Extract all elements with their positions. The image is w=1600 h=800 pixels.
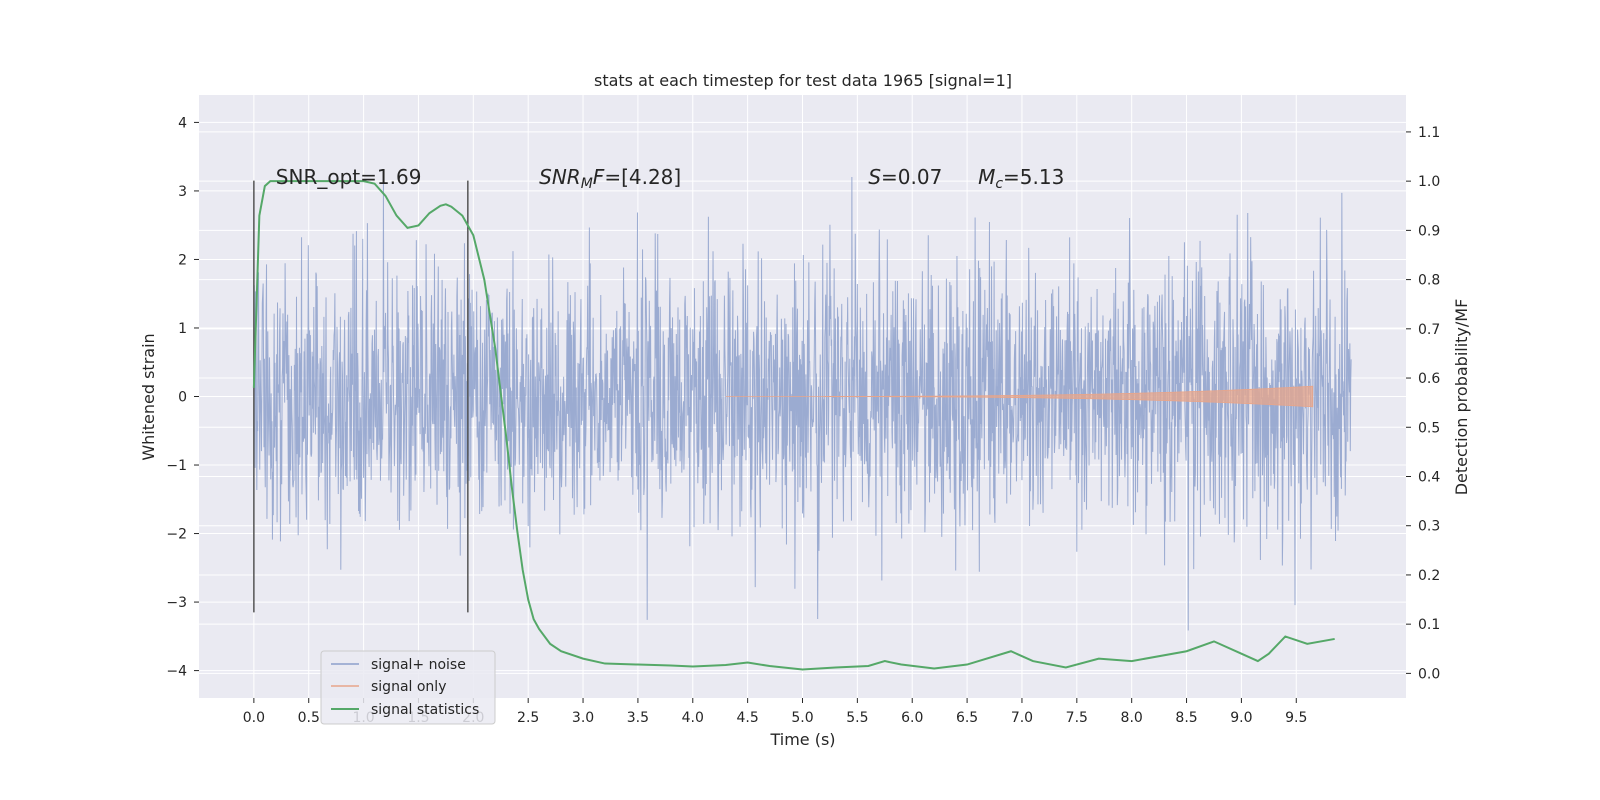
series-signal-only xyxy=(725,385,1314,408)
legend-label-signal-noise: signal+ noise xyxy=(371,657,466,673)
legend-label-signal-only: signal only xyxy=(371,679,446,695)
x-tick-label-19: 9.5 xyxy=(1285,710,1307,726)
yr-tick-label-6: 0.6 xyxy=(1418,371,1440,387)
x-tick-label-10: 5.0 xyxy=(791,710,813,726)
yr-tick-label-7: 0.7 xyxy=(1418,322,1440,338)
y-tick-label-1: −3 xyxy=(166,595,187,611)
annotations: SNR_opt=1.69 SNRMF=[4.28] S=0.07 Mc=5.13 xyxy=(276,165,1065,192)
x-axis-title: Time (s) xyxy=(769,730,835,749)
yr-tick-label-3: 0.3 xyxy=(1418,519,1440,535)
series-signal-statistics xyxy=(252,180,1335,671)
y-tick-label-6: 2 xyxy=(178,252,187,268)
y-tick-label-3: −1 xyxy=(166,458,187,474)
x-tick-label-16: 8.0 xyxy=(1121,710,1143,726)
plot-content xyxy=(252,176,1352,671)
x-tick-label-12: 6.0 xyxy=(901,710,923,726)
annotation-snr-mf-value: =[4.28] xyxy=(604,165,681,189)
annotation-snr-opt-prefix: SNR_opt xyxy=(276,165,360,189)
y-tick-label-8: 4 xyxy=(178,115,187,131)
x-tick-label-15: 7.5 xyxy=(1066,710,1088,726)
chart-title: stats at each timestep for test data 196… xyxy=(594,71,1012,90)
y-tick-label-0: −4 xyxy=(166,664,187,680)
y-tick-label-4: 0 xyxy=(178,390,187,406)
y-tick-label-5: 1 xyxy=(178,321,187,337)
annotation-mc-prefix: M xyxy=(978,165,995,189)
legend-frame xyxy=(320,650,496,725)
y-tick-label-2: −2 xyxy=(166,527,187,543)
x-tick-label-7: 3.5 xyxy=(627,710,649,726)
y-axis-right-title: Detection probability/MF xyxy=(1452,299,1471,496)
annotation-mc-sub: c xyxy=(995,176,1003,192)
x-tick-label-1: 0.5 xyxy=(298,710,320,726)
yr-tick-label-2: 0.2 xyxy=(1418,568,1440,584)
x-tick-label-8: 4.0 xyxy=(682,710,704,726)
yr-tick-label-1: 0.1 xyxy=(1418,617,1440,633)
yr-tick-label-11: 1.1 xyxy=(1418,125,1440,141)
yr-tick-label-0: 0.0 xyxy=(1418,666,1440,682)
yr-tick-label-8: 0.8 xyxy=(1418,273,1440,289)
x-tick-label-5: 2.5 xyxy=(517,710,539,726)
annotation-mc: Mc=5.13 xyxy=(978,165,1064,192)
yr-tick-label-9: 0.9 xyxy=(1418,223,1440,239)
annotation-s: S=0.07 xyxy=(868,165,942,189)
y-axis-right-ticks: 0.0 0.1 0.2 0.3 0.4 0.5 0.6 0.7 0.8 0.9 1.0 1.1 xyxy=(1406,125,1440,682)
annotation-snr-mf: SNRMF=[4.28] xyxy=(539,165,681,192)
legend-label-signal-statistics: signal statistics xyxy=(371,702,479,718)
annotation-snr-opt-value: =1.69 xyxy=(360,165,421,189)
x-tick-label-6: 3.0 xyxy=(572,710,594,726)
legend: signal+ noise signal only signal statist… xyxy=(320,650,496,725)
annotation-s-prefix: S xyxy=(868,165,881,189)
annotation-snr-mf-prefix: SNR xyxy=(539,165,581,189)
annotation-snr-mf-italic: F xyxy=(593,165,605,189)
x-tick-label-11: 5.5 xyxy=(846,710,868,726)
yr-tick-label-5: 0.5 xyxy=(1418,420,1440,436)
y-tick-label-7: 3 xyxy=(178,184,187,200)
series-signal-noise xyxy=(253,176,1352,631)
x-tick-label-13: 6.5 xyxy=(956,710,978,726)
annotation-mc-value: =5.13 xyxy=(1003,165,1064,189)
yr-tick-label-4: 0.4 xyxy=(1418,469,1440,485)
y-axis-left-title: Whitened strain xyxy=(139,333,158,460)
x-tick-label-18: 9.0 xyxy=(1230,710,1252,726)
x-tick-label-14: 7.0 xyxy=(1011,710,1033,726)
x-tick-label-9: 4.5 xyxy=(737,710,759,726)
annotation-snr-mf-sub: M xyxy=(581,176,593,192)
annotation-s-value: =0.07 xyxy=(881,165,942,189)
annotation-snr-opt: SNR_opt=1.69 xyxy=(276,165,422,189)
x-tick-label-17: 8.5 xyxy=(1175,710,1197,726)
x-tick-label-0: 0.0 xyxy=(243,710,265,726)
y-axis-left-ticks: −4 −3 −2 −1 0 1 2 3 4 xyxy=(166,115,199,680)
yr-tick-label-10: 1.0 xyxy=(1418,174,1440,190)
